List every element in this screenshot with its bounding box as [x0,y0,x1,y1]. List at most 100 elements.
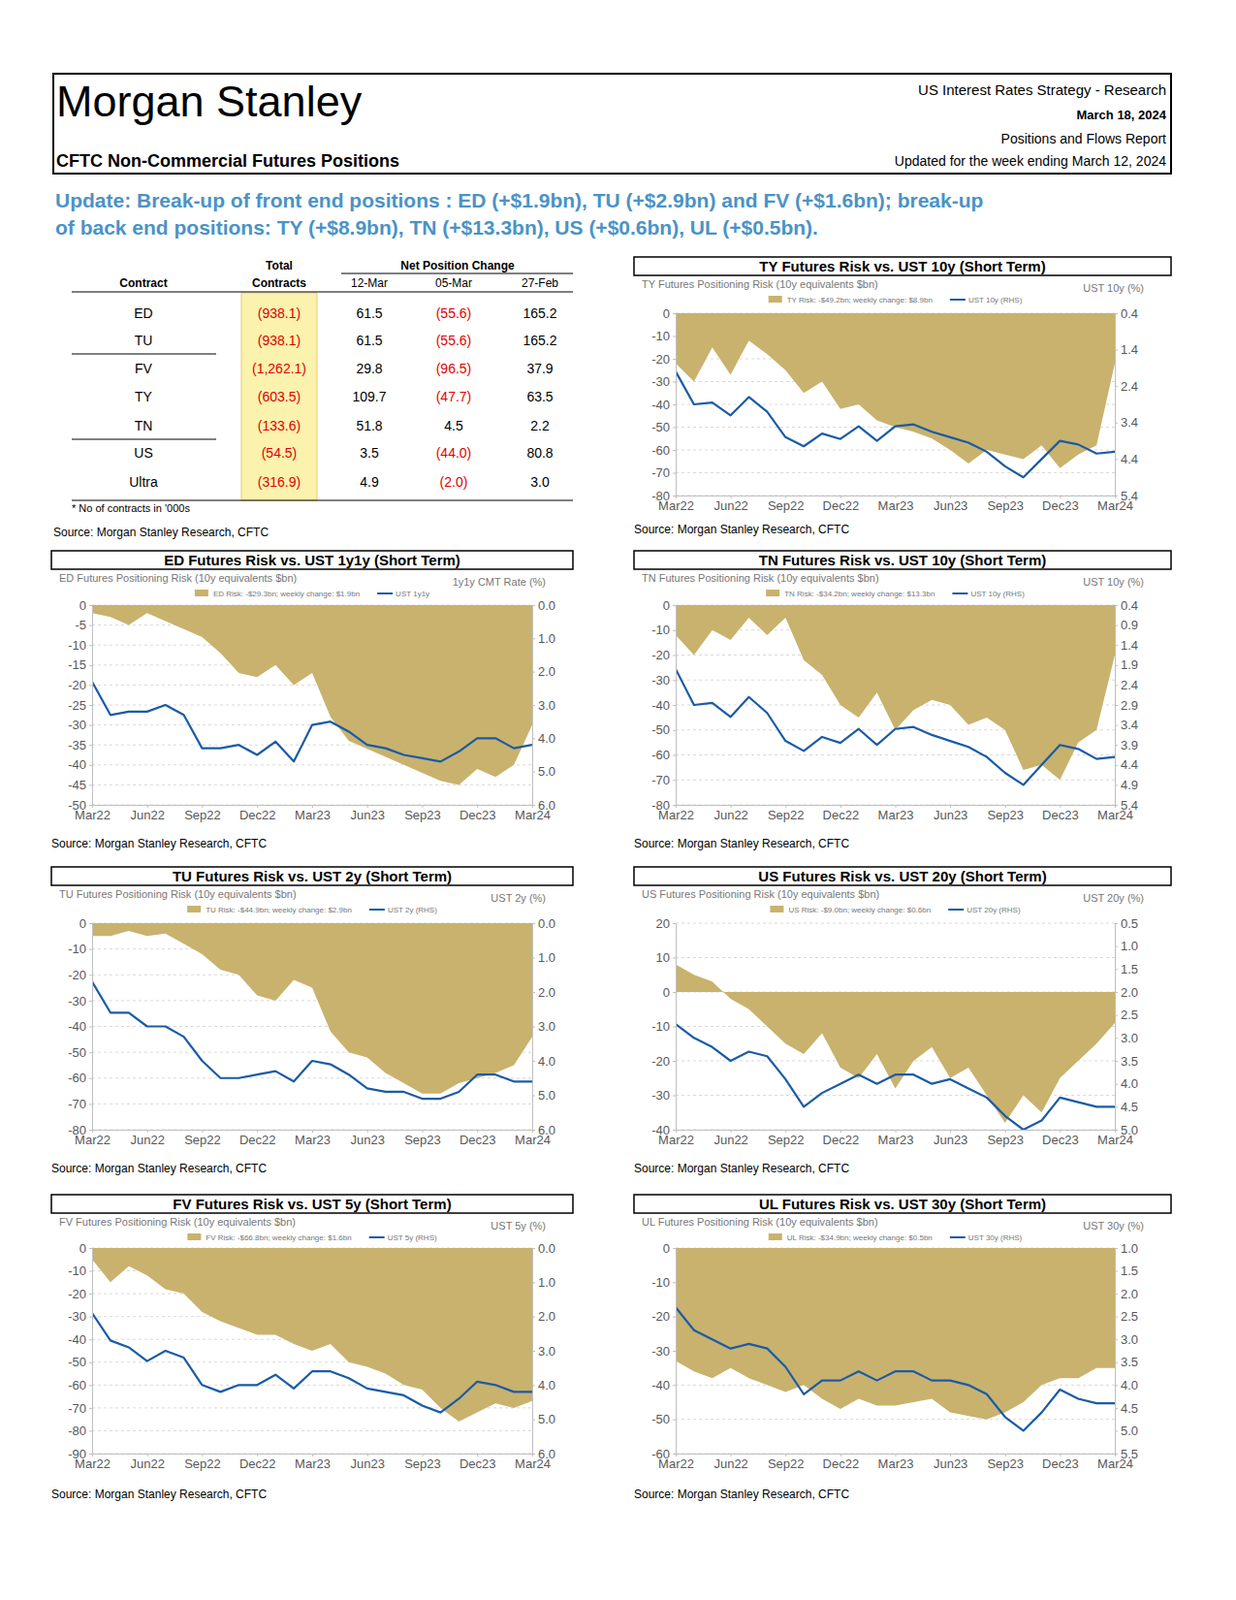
table-cell: TU [134,332,154,349]
x-tick: Mar23 [294,1453,331,1471]
x-tick-label: Jun22 [130,1456,165,1471]
table-cell: (55.6) [436,332,473,349]
x-tick: Mar24 [1097,495,1134,513]
line-series [675,1306,1115,1430]
y-tick-label: -40 [67,1331,87,1347]
y2-tick-mark [1114,1293,1118,1295]
y-tick: -45 [67,777,93,793]
line-series [675,1023,1115,1130]
x-tick: Dec22 [823,495,860,513]
x-tick-label: Jun23 [933,807,968,823]
y2-tick: 3.9 [1114,737,1139,753]
y-tick-mark [672,1129,676,1131]
axis-line [92,923,94,1131]
x-tick-label: Mar23 [294,1132,331,1147]
y-tick-label: -10 [67,637,87,653]
source: Source: Morgan Stanley Research, CFTC [51,1487,267,1501]
legend-swatch [765,589,780,597]
y2-tick-label: 4.9 [1120,777,1139,793]
y-tick-mark [672,922,676,924]
y-tick: -70 [651,465,676,480]
legend-swatch [187,905,201,913]
y2-tick-mark [1114,1338,1118,1340]
axis-line [92,1248,94,1455]
legend-label: ED Risk: -$29.3bn; weekly change: $1.9bn [213,589,360,599]
y-tick: -50 [651,722,676,737]
title-box [633,1194,1172,1213]
y-tick-mark [672,1453,676,1455]
x-tick: Dec23 [459,1453,497,1471]
x-tick-label: Dec22 [823,1456,860,1471]
y-tick-label: -15 [67,657,87,672]
y-tick: -50 [67,1045,93,1060]
x-tick: Mar22 [74,804,111,823]
table-rule [71,291,573,293]
y-tick-label: 0 [79,916,87,931]
y-tick-mark [89,625,93,627]
y-tick-label: -20 [651,1308,670,1324]
axis-line [675,1248,677,1455]
line-series [675,371,1115,477]
y-tick-mark [672,1060,676,1062]
y2-tick: 2.9 [1114,697,1139,713]
x-tick: Mar23 [294,1129,331,1147]
y2-tick-mark [1114,1014,1118,1016]
y2-tick: 4.4 [1114,451,1139,467]
table-header: Contract [119,276,167,290]
y2-tick-label: 3.0 [538,1343,556,1359]
y2-tick-label: 2.4 [1120,677,1139,693]
x-tick: Mar24 [514,1453,551,1471]
x-tick: Mar22 [658,1453,695,1471]
y2-tick: 1.0 [1114,938,1139,953]
x-tick: Sep22 [184,1453,222,1471]
y-tick: -30 [67,993,93,1009]
y2-tick: 2.4 [1114,677,1139,693]
y-tick: -35 [67,737,93,753]
table-cell: 80.8 [526,444,553,461]
chart-title: TU Futures Risk vs. UST 2y (Short Term) [172,867,452,885]
x-tick-label: Sep23 [404,1456,442,1471]
x-tick: Jun23 [350,1129,385,1147]
y2-tick-mark [1114,1384,1118,1386]
x-tick-label: Mar22 [74,807,111,823]
y2-tick-label: 3.0 [538,1018,556,1034]
y-axis-label: US Futures Positioning Risk (10y equival… [641,887,880,900]
table-cell: 61.5 [355,332,382,349]
y2-tick: 2.0 [1114,984,1139,1000]
y2-tick-mark [1114,1362,1118,1363]
y-tick: 0 [79,1240,93,1256]
y-tick-mark [672,1419,676,1421]
line-series [92,981,533,1099]
y-tick: -25 [67,697,93,713]
y-tick-label: -5 [74,617,87,633]
plot-area [675,313,1115,477]
x-tick: Dec22 [239,1453,277,1471]
y-tick-label: -70 [67,1096,87,1111]
chart: TN Futures Risk vs. UST 10y (Short Term)… [633,550,1172,851]
y-tick: 0 [79,598,93,613]
y2-tick-mark [1114,922,1118,924]
y2-tick-label: 4.0 [538,730,556,746]
y-tick: -30 [651,374,676,389]
line-series [92,681,533,761]
legend: FV Risk: -$66.8bn; weekly change: $1.6bn… [187,1233,438,1242]
y2-tick-mark [532,1419,536,1421]
line-series [675,668,1115,785]
x-tick: Sep23 [404,1129,442,1147]
y-tick-mark [89,604,93,606]
y-tick-label: -50 [67,1045,87,1060]
y-tick: -40 [67,757,93,772]
x-tick-label: Jun23 [933,498,968,513]
y2-tick-label: 5.0 [538,763,556,779]
legend-swatch [951,592,968,595]
y-axis-label: FV Futures Positioning Risk (10y equival… [59,1215,296,1228]
x-tick-label: Mar23 [878,1132,915,1147]
table-cell: 165.2 [522,305,557,321]
y2-tick-mark [1114,385,1118,387]
x-axis: Mar22Jun22Sep22Dec22Mar23Jun23Sep23Dec23… [658,804,1134,823]
y-tick-mark [672,336,676,338]
table-cell: (133.6) [257,417,301,434]
y-axis-label: TN Futures Positioning Risk (10y equival… [641,571,880,584]
y2-tick-mark [1114,313,1118,315]
y2-tick: 0.0 [532,916,556,931]
